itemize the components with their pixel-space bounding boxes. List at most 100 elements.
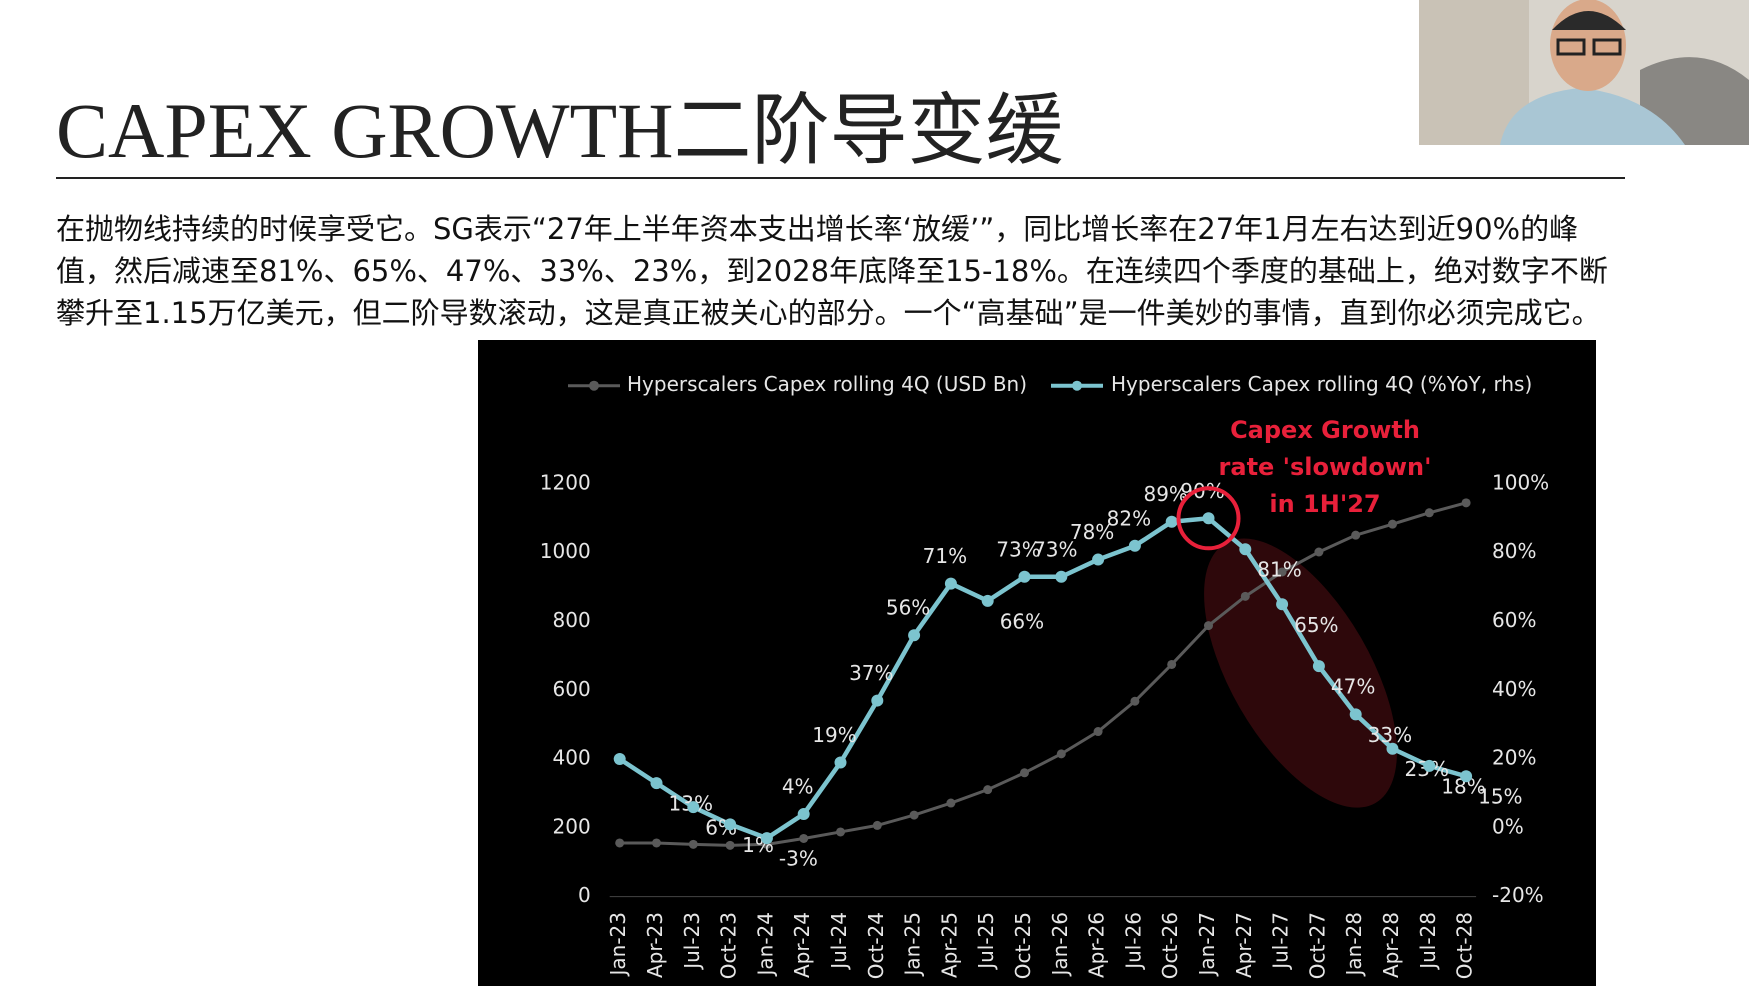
series-point bbox=[1349, 708, 1362, 721]
x-tick-label: Jul-24 bbox=[827, 912, 851, 971]
y2-tick-label: 40% bbox=[1492, 677, 1536, 701]
series-point bbox=[908, 629, 921, 642]
data-label: 65% bbox=[1294, 613, 1338, 637]
annotation: Capex Growth bbox=[1230, 416, 1420, 444]
series-point bbox=[983, 785, 993, 795]
data-label: 37% bbox=[849, 661, 893, 685]
series-point bbox=[909, 810, 919, 820]
series-point bbox=[1130, 696, 1140, 706]
series-point bbox=[1239, 543, 1252, 556]
series-point bbox=[1204, 621, 1213, 631]
series-point bbox=[836, 827, 845, 837]
data-label: 4% bbox=[782, 775, 814, 799]
series-point bbox=[1018, 570, 1031, 583]
series-point bbox=[1424, 508, 1434, 518]
chart-background bbox=[478, 340, 1596, 986]
series-point bbox=[688, 839, 698, 849]
series-point bbox=[650, 777, 663, 790]
series-line bbox=[618, 515, 1467, 841]
legend-label: Hyperscalers Capex rolling 4Q (%YoY, rhs… bbox=[1111, 372, 1532, 396]
series-point bbox=[797, 808, 810, 821]
slide-title: CAPEX GROWTH二阶导变缓 bbox=[56, 87, 1064, 174]
series-point bbox=[1093, 727, 1103, 737]
x-tick-label: Jul-26 bbox=[1121, 912, 1145, 971]
series-point bbox=[872, 820, 882, 830]
x-tick-label: Apr-24 bbox=[790, 912, 814, 978]
series-point bbox=[1092, 553, 1105, 566]
y2-tick-label: 0% bbox=[1492, 814, 1524, 838]
series-point bbox=[834, 756, 847, 769]
x-tick-label: Apr-27 bbox=[1232, 912, 1256, 978]
series-point bbox=[1202, 512, 1215, 525]
x-tick-label: Jan-27 bbox=[1195, 912, 1219, 978]
y-tick-label: 1200 bbox=[540, 470, 591, 494]
data-label: 71% bbox=[923, 544, 967, 568]
series-point bbox=[725, 840, 735, 850]
series-point bbox=[1128, 539, 1141, 552]
series-point bbox=[1460, 770, 1473, 783]
data-label: 47% bbox=[1331, 675, 1375, 699]
data-label: 19% bbox=[812, 723, 856, 747]
x-tick-label: Oct-24 bbox=[864, 912, 888, 979]
y2-tick-label: -20% bbox=[1492, 883, 1544, 907]
data-label: 78% bbox=[1070, 520, 1114, 544]
data-label: 73% bbox=[1033, 537, 1077, 561]
webcam bbox=[1419, 0, 1749, 146]
highlight-circle bbox=[1176, 486, 1241, 551]
data-label: 66% bbox=[1000, 609, 1044, 633]
series-point bbox=[1388, 519, 1397, 529]
x-tick-label: Jan-25 bbox=[901, 912, 925, 978]
series-point bbox=[944, 577, 957, 590]
x-tick-label: Jul-23 bbox=[680, 912, 704, 971]
x-tick-label: Oct-26 bbox=[1158, 912, 1182, 979]
data-label: 33% bbox=[1368, 723, 1412, 747]
y-tick-label: 200 bbox=[553, 814, 591, 838]
y2-tick-label: 100% bbox=[1492, 470, 1549, 494]
x-tick-label: Oct-25 bbox=[1011, 912, 1035, 979]
series-point bbox=[1277, 567, 1287, 577]
x-tick-label: Jan-23 bbox=[606, 912, 630, 978]
slowdown-shade bbox=[1204, 538, 1397, 808]
x-tick-label: Jul-28 bbox=[1416, 912, 1440, 971]
series-point bbox=[1314, 547, 1324, 557]
data-label: 89% bbox=[1143, 482, 1187, 506]
series-point bbox=[1423, 759, 1436, 772]
legend-swatch-dot bbox=[589, 380, 599, 391]
series-point bbox=[724, 818, 737, 831]
legend-swatch-dot bbox=[1072, 380, 1082, 391]
x-tick-label: Jan-28 bbox=[1342, 912, 1366, 978]
annotation: rate 'slowdown' bbox=[1219, 453, 1432, 481]
data-label: 73% bbox=[996, 537, 1040, 561]
x-tick-label: Apr-25 bbox=[937, 912, 961, 978]
x-tick-label: Oct-28 bbox=[1453, 912, 1477, 979]
y-tick-label: 800 bbox=[553, 608, 591, 632]
y-tick-label: 600 bbox=[553, 677, 591, 701]
x-tick-label: Oct-23 bbox=[717, 912, 741, 979]
annotation: in 1H'27 bbox=[1269, 490, 1380, 518]
series-point bbox=[871, 694, 884, 707]
series-point bbox=[1386, 742, 1399, 755]
series-point bbox=[981, 594, 994, 607]
series-point bbox=[799, 833, 809, 843]
slide-paragraph: 在抛物线持续的时候享受它。SG表示“27年上半年资本支出增长率‘放缓’”，同比增… bbox=[56, 212, 1608, 330]
x-tick-label: Jan-26 bbox=[1048, 912, 1072, 978]
y2-tick-label: 60% bbox=[1492, 608, 1536, 632]
series-point bbox=[1276, 598, 1289, 611]
y2-tick-label: 20% bbox=[1492, 746, 1536, 770]
series-point bbox=[652, 838, 661, 848]
data-label: 81% bbox=[1257, 558, 1301, 582]
series-point bbox=[687, 801, 700, 814]
series-point bbox=[760, 832, 773, 845]
series-point bbox=[1312, 660, 1325, 673]
series-point bbox=[1240, 591, 1250, 601]
data-label: -3% bbox=[779, 847, 818, 871]
x-tick-label: Apr-26 bbox=[1085, 912, 1109, 978]
data-label: 15% bbox=[1478, 785, 1522, 809]
series-point bbox=[1055, 570, 1068, 583]
series-point bbox=[1351, 530, 1361, 540]
x-tick-label: Apr-28 bbox=[1379, 912, 1403, 978]
series-point bbox=[615, 838, 625, 848]
y2-tick-label: 80% bbox=[1492, 539, 1536, 563]
x-tick-label: Jul-27 bbox=[1269, 912, 1293, 971]
